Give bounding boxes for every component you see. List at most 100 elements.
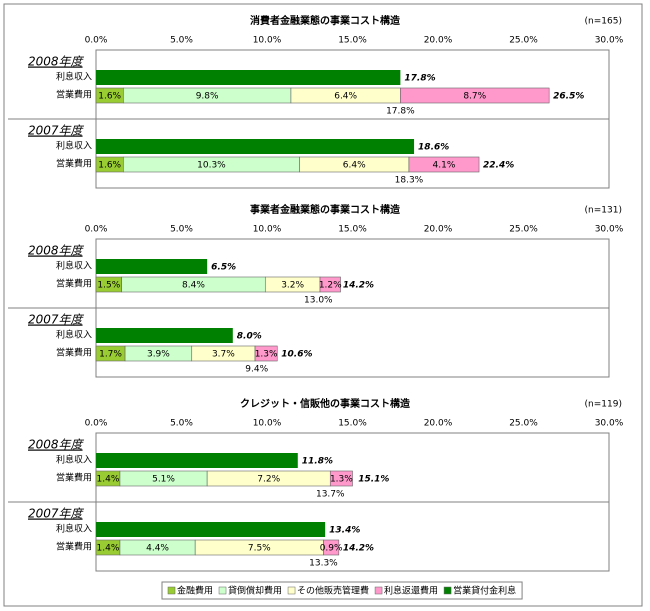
x-tick-label: 30.0% — [595, 419, 624, 429]
income-bar — [96, 522, 326, 537]
x-tick-label: 0.0% — [85, 36, 108, 46]
outer-border — [3, 3, 643, 607]
year-label: 2007年度 — [28, 124, 85, 138]
year-label: 2008年度 — [28, 438, 85, 452]
cost-segment — [319, 276, 341, 293]
total-label: 22.4% — [483, 161, 514, 171]
income-label: 8.0% — [237, 332, 262, 342]
income-label: 17.8% — [404, 74, 435, 84]
x-tick-label: 20.0% — [424, 36, 453, 46]
x-tick-label: 15.0% — [338, 419, 367, 429]
total-label: 10.6% — [281, 350, 312, 360]
legend-swatch — [287, 586, 296, 595]
year-label: 2007年度 — [28, 507, 85, 521]
segment-label: 7.5% — [248, 544, 271, 554]
segment-label: 0.9% — [320, 544, 343, 554]
legend-swatch — [374, 586, 383, 595]
x-tick-label: 15.0% — [338, 225, 367, 235]
x-tick-label: 0.0% — [85, 419, 108, 429]
subtotal-label: 13.0% — [304, 296, 333, 306]
row-label: 営業費用 — [56, 472, 92, 484]
year-label: 2008年度 — [28, 244, 85, 258]
x-tick-label: 20.0% — [424, 225, 453, 235]
subtotal-label: 13.3% — [309, 559, 338, 569]
x-tick-label: 10.0% — [253, 36, 282, 46]
segment-label: 8.7% — [463, 92, 486, 102]
segment-label: 1.2% — [319, 281, 342, 291]
row-label: 利息収入 — [56, 140, 92, 152]
segment-label: 1.7% — [99, 350, 122, 360]
sample-note: (n=119) — [585, 400, 622, 410]
x-tick-label: 30.0% — [595, 225, 624, 235]
legend-swatch — [443, 586, 452, 595]
income-label: 18.6% — [418, 143, 449, 153]
x-tick-label: 5.0% — [170, 419, 193, 429]
year-label: 2008年度 — [28, 55, 85, 69]
segment-label: 3.7% — [212, 350, 235, 360]
segment-label: 5.1% — [152, 475, 175, 485]
sample-note: (n=131) — [585, 206, 622, 216]
cost-segment — [408, 156, 480, 173]
income-label: 11.8% — [302, 457, 333, 467]
legend-swatch — [218, 586, 227, 595]
segment-label: 10.3% — [197, 161, 226, 171]
x-tick-label: 30.0% — [595, 36, 624, 46]
x-tick-label: 5.0% — [170, 225, 193, 235]
sample-note: (n=165) — [585, 17, 622, 27]
segment-label: 9.8% — [196, 92, 219, 102]
subtotal-label: 18.3% — [395, 176, 424, 186]
year-label: 2007年度 — [28, 313, 85, 327]
legend-swatch — [167, 586, 176, 595]
segment-label: 4.1% — [433, 161, 456, 171]
legend-label: 利息返還費用 — [384, 585, 438, 597]
row-label: 営業費用 — [56, 541, 92, 553]
subtotal-label: 17.8% — [386, 107, 415, 117]
income-label: 13.4% — [329, 526, 360, 536]
total-label: 26.5% — [553, 92, 584, 102]
row-label: 営業費用 — [56, 278, 92, 290]
income-bar — [96, 453, 298, 468]
segment-label: 3.9% — [147, 350, 170, 360]
panel-title: クレジット・信販他の事業コスト構造 — [240, 397, 411, 410]
subtotal-label: 13.7% — [316, 490, 345, 500]
segment-label: 1.3% — [330, 475, 353, 485]
legend-label: その他販売管理費 — [297, 585, 369, 597]
row-label: 営業費用 — [56, 347, 92, 359]
cost-segment — [329, 470, 353, 487]
x-tick-label: 25.0% — [509, 419, 538, 429]
legend-label: 営業貸付金利息 — [453, 585, 516, 597]
segment-label: 4.4% — [146, 544, 169, 554]
panel-title: 消費者金融業態の事業コスト構造 — [250, 14, 401, 27]
legend-label: 貸倒償却費用 — [228, 585, 282, 597]
x-tick-label: 15.0% — [338, 36, 367, 46]
total-label: 14.2% — [343, 281, 374, 291]
segment-label: 6.4% — [334, 92, 357, 102]
x-tick-label: 0.0% — [85, 225, 108, 235]
income-bar — [96, 328, 233, 343]
segment-label: 1.3% — [255, 350, 278, 360]
panel-title: 事業者金融業態の事業コスト構造 — [250, 203, 401, 216]
segment-label: 1.5% — [97, 281, 120, 291]
income-bar — [96, 70, 401, 85]
legend-label: 金融費用 — [177, 585, 213, 597]
x-tick-label: 25.0% — [509, 36, 538, 46]
segment-label: 1.6% — [98, 92, 121, 102]
total-label: 14.2% — [343, 544, 374, 554]
total-label: 15.1% — [358, 475, 389, 485]
segment-label: 7.2% — [257, 475, 280, 485]
cost-segment — [323, 539, 340, 556]
segment-label: 1.4% — [97, 475, 120, 485]
segment-label: 1.6% — [98, 161, 121, 171]
x-tick-label: 10.0% — [253, 419, 282, 429]
segment-label: 6.4% — [343, 161, 366, 171]
row-label: 利息収入 — [56, 454, 92, 466]
subtotal-label: 9.4% — [245, 365, 268, 375]
cost-segment — [400, 87, 550, 104]
legend-box — [161, 581, 523, 600]
x-tick-label: 5.0% — [170, 36, 193, 46]
segment-label: 3.2% — [281, 281, 304, 291]
segment-label: 8.4% — [182, 281, 205, 291]
x-tick-label: 10.0% — [253, 225, 282, 235]
